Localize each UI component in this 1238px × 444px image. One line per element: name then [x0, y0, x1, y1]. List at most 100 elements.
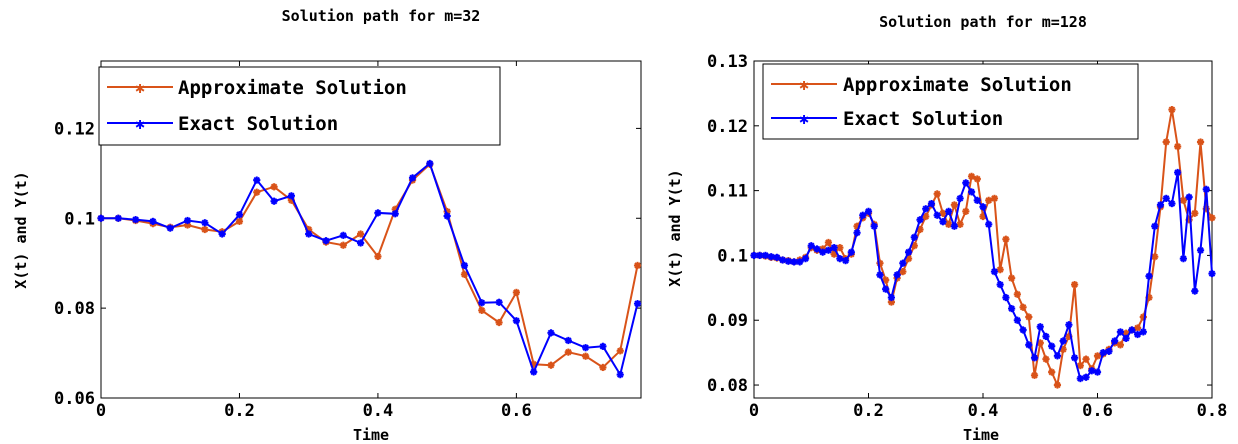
data-point-exact-right	[887, 293, 895, 302]
data-point-exact-right	[904, 248, 913, 256]
data-point-approx-right	[1151, 253, 1159, 261]
data-point-exact-left	[357, 239, 365, 247]
data-point-approx-right	[1168, 106, 1176, 114]
x-tick-label-right: 0.2	[853, 401, 884, 421]
data-point-exact-right	[830, 244, 838, 252]
series-right	[750, 106, 1216, 389]
data-point-approx-right	[950, 201, 958, 209]
data-point-exact-right	[773, 253, 781, 261]
data-point-exact-right	[1076, 374, 1084, 383]
y-tick-label-left: 0.08	[54, 299, 95, 319]
data-point-exact-left	[582, 344, 590, 352]
data-point-exact-left	[547, 329, 555, 337]
data-point-approx-right	[1013, 290, 1021, 298]
y-tick-label-left: 0.1	[64, 209, 95, 229]
legend-box-left	[98, 66, 501, 146]
data-point-approx-right	[996, 266, 1004, 274]
legend-left: ✱ Approximate Solution ✱ Exact Solution	[98, 66, 501, 146]
data-point-approx-right	[1008, 274, 1016, 282]
data-point-approx-left	[616, 347, 624, 355]
data-point-approx-left	[201, 225, 209, 234]
data-point-exact-right	[1185, 193, 1193, 201]
data-point-exact-right	[1128, 326, 1136, 334]
data-point-exact-right	[1151, 222, 1159, 230]
data-point-exact-right	[859, 211, 867, 219]
data-point-exact-right	[1019, 326, 1027, 334]
data-point-exact-right	[922, 205, 930, 213]
data-point-exact-left	[391, 210, 399, 218]
data-point-exact-left	[305, 230, 313, 238]
data-point-exact-right	[1071, 354, 1079, 362]
data-point-approx-right	[1019, 303, 1027, 311]
data-point-exact-right	[985, 220, 993, 228]
data-point-exact-right	[1048, 342, 1056, 350]
x-tick-label-right: 0.6	[1082, 401, 1113, 421]
data-point-approx-right	[922, 212, 930, 221]
legend-marker-right-exact: ✱	[799, 109, 809, 128]
data-point-exact-left	[460, 261, 469, 270]
data-point-exact-right	[1013, 316, 1021, 324]
data-point-approx-left	[270, 183, 278, 191]
data-point-approx-right	[1002, 235, 1010, 243]
ticks-left: 0 0.2 0.4 0.6 0.06 0.08 0.1 0.12	[54, 61, 641, 421]
y-tick-label-right: 0.09	[707, 311, 748, 331]
data-point-exact-left	[633, 300, 642, 308]
data-point-exact-right	[1116, 328, 1124, 336]
y-tick-label-left: 0.06	[54, 389, 95, 409]
data-point-exact-right	[847, 248, 855, 256]
data-point-exact-right	[779, 256, 787, 264]
data-point-approx-right	[899, 268, 907, 276]
data-point-approx-left	[633, 261, 642, 270]
data-point-approx-left	[547, 361, 555, 369]
data-point-exact-right	[910, 233, 918, 241]
data-point-exact-left	[530, 368, 538, 376]
x-tick-label-left: 0.2	[224, 401, 255, 421]
data-point-approx-right	[1179, 196, 1187, 204]
data-point-approx-right	[1071, 280, 1079, 289]
data-point-approx-right	[973, 175, 981, 183]
y-axis-label-left: X(t) and Y(t)	[12, 171, 30, 288]
data-point-exact-right	[1002, 293, 1010, 302]
data-point-approx-right	[1030, 371, 1039, 379]
data-point-exact-left	[443, 212, 451, 220]
y-tick-label-right: 0.11	[707, 182, 748, 202]
data-point-exact-left	[149, 217, 157, 226]
data-point-exact-right	[950, 222, 958, 230]
data-point-exact-right	[1156, 201, 1165, 209]
data-point-exact-right	[876, 271, 884, 279]
data-point-exact-right	[1025, 341, 1033, 349]
data-point-exact-left	[478, 299, 486, 307]
data-point-exact-right	[899, 259, 907, 267]
data-point-exact-right	[1065, 321, 1073, 329]
legend-right: ✱ Approximate Solution ✱ Exact Solution	[762, 63, 1139, 140]
data-point-approx-left	[357, 230, 365, 238]
data-point-exact-right	[1168, 199, 1176, 208]
data-point-exact-right	[1191, 287, 1199, 295]
data-point-approx-right	[1042, 355, 1050, 363]
legend-marker-left-approx: ✱	[135, 78, 145, 97]
data-point-approx-left	[564, 348, 572, 356]
legend-label-right-approx: Approximate Solution	[843, 74, 1072, 96]
data-point-exact-right	[916, 216, 924, 224]
x-tick-label-right: 0.4	[968, 401, 999, 421]
data-point-approx-right	[939, 209, 947, 217]
legend-label-left-exact: Exact Solution	[178, 113, 338, 135]
data-point-exact-right	[962, 179, 970, 187]
data-point-exact-right	[1122, 334, 1130, 342]
series-left	[97, 159, 642, 379]
data-point-approx-left	[339, 241, 347, 249]
x-tick-label-left: 0	[96, 401, 106, 421]
data-point-exact-right	[1059, 337, 1067, 345]
legend-marker-right-approx: ✱	[799, 75, 809, 94]
data-point-approx-right	[824, 238, 833, 247]
data-point-exact-right	[1093, 368, 1102, 376]
data-point-approx-left	[478, 306, 486, 314]
data-point-approx-right	[1053, 381, 1062, 389]
x-tick-label-left: 0.4	[363, 401, 394, 421]
data-point-exact-right	[990, 268, 999, 276]
data-point-approx-left	[460, 270, 469, 279]
data-point-exact-right	[1196, 246, 1205, 254]
chart-title-right: Solution path for m=128	[879, 13, 1087, 31]
data-point-approx-right	[956, 220, 964, 228]
